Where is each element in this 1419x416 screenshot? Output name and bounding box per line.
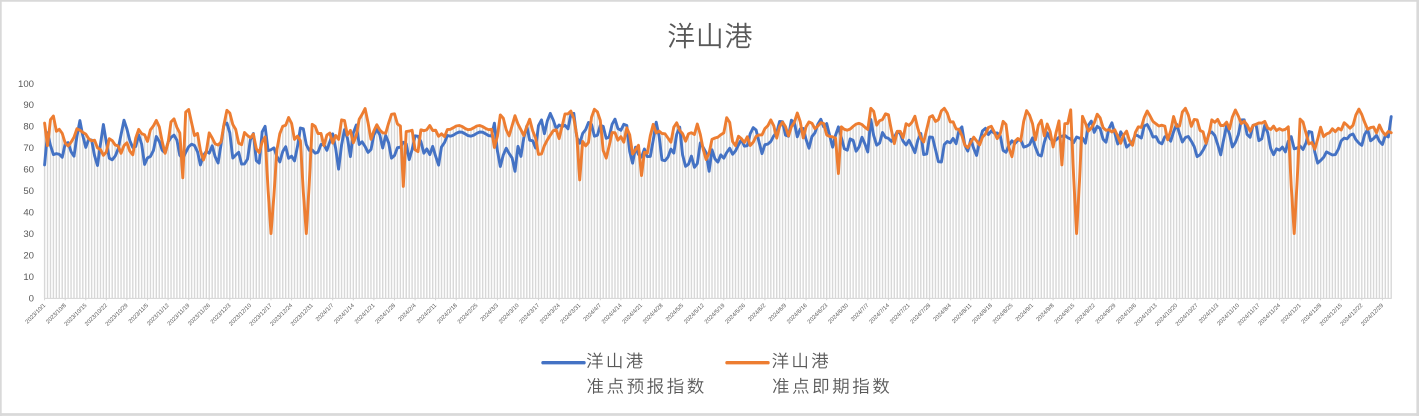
svg-text:10: 10 xyxy=(23,272,34,283)
svg-text:50: 50 xyxy=(23,186,34,197)
svg-text:70: 70 xyxy=(23,143,34,154)
svg-text:30: 30 xyxy=(23,229,34,240)
svg-text:90: 90 xyxy=(23,100,34,111)
svg-text:80: 80 xyxy=(23,122,34,133)
svg-text:20: 20 xyxy=(23,250,34,261)
svg-text:100: 100 xyxy=(18,79,34,90)
svg-text:60: 60 xyxy=(23,165,34,176)
svg-text:40: 40 xyxy=(23,208,34,219)
svg-text:0: 0 xyxy=(29,293,34,304)
